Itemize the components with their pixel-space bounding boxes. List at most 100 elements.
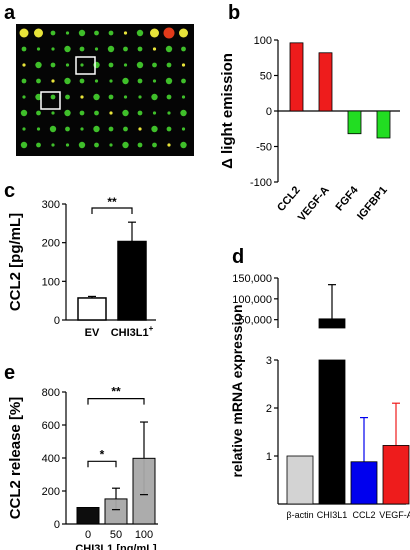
array-spot (19, 28, 29, 38)
x-axis-label: CHI3L1 [ng/mL] (75, 543, 157, 550)
y-tick-label: 0 (266, 106, 272, 118)
array-spot (167, 143, 171, 147)
array-spot (138, 127, 142, 131)
array-spot (50, 94, 56, 100)
array-spot (163, 27, 175, 39)
y-tick-label: 600 (42, 420, 60, 432)
y-tick-label: 200 (42, 486, 60, 498)
array-spot (109, 79, 113, 83)
array-spot (35, 93, 42, 101)
array-spot (167, 111, 171, 115)
protein-array-image (16, 24, 194, 156)
x-tick-label: CCL2 (275, 184, 303, 214)
array-spot (78, 29, 86, 37)
y-tick-label: 0 (54, 519, 60, 531)
bar-ccl2 (350, 461, 378, 505)
y-tick-label: 50 (260, 71, 272, 83)
significance-label: ** (107, 195, 117, 209)
array-spot (64, 45, 71, 53)
x-tick-label: 0 (85, 529, 91, 541)
chart-c-ccl2: 0 100 200 300 EV CHI3L1+ ** CCL2 [pg/mL] (7, 195, 156, 339)
array-spot (181, 78, 186, 84)
highlight-box-ccl2 (75, 56, 96, 75)
bar-chi3l1-lower (318, 359, 346, 505)
array-spot (65, 63, 70, 67)
array-spot (94, 47, 99, 51)
array-spot (80, 95, 84, 99)
array-spot (152, 79, 157, 83)
array-spot (51, 111, 55, 115)
array-spot (122, 109, 129, 117)
array-spot (108, 62, 114, 68)
array-spot (181, 95, 186, 99)
array-spot (108, 94, 114, 100)
array-spot (93, 125, 100, 133)
bar-fgf4 (347, 110, 362, 135)
y-tick-label: 100 (42, 276, 60, 288)
x-tick-label: IGFBP1 (355, 184, 390, 222)
array-spot (21, 46, 27, 52)
array-spot (123, 95, 128, 99)
array-spot (109, 143, 113, 147)
array-spot (151, 125, 158, 133)
array-spot (64, 109, 71, 117)
array-spot (180, 109, 187, 117)
array-spot (108, 126, 114, 132)
array-spot (166, 62, 172, 68)
array-spot (65, 143, 70, 147)
array-spot (79, 78, 85, 84)
array-spot (123, 126, 128, 132)
y-tick-label: 300 (42, 199, 60, 211)
array-spot (180, 141, 187, 149)
array-spot (138, 95, 142, 99)
array-spot (50, 62, 56, 68)
y-tick-label: 150,000 (232, 273, 272, 285)
array-spot (36, 127, 41, 131)
y-axis-label: CCL2 release [%] (7, 397, 24, 520)
array-spot (122, 77, 129, 85)
array-spot (65, 31, 70, 35)
y-tick-label: 200 (42, 238, 60, 250)
y-tick-label: 3 (266, 355, 272, 367)
array-spot (181, 46, 186, 52)
array-spot (20, 141, 28, 149)
bar-chi3l1-upper (318, 318, 346, 329)
array-spot (51, 79, 55, 83)
array-spot (80, 127, 84, 131)
bar-50 (104, 498, 128, 525)
array-spot (79, 110, 85, 116)
array-spot (165, 45, 173, 53)
y-axis-label: Δ light emission (219, 53, 236, 169)
chart-d-mrna-expression: 50,000 100,000 150,000 1 2 3 β-actin CHI3L1 CCL2… (229, 273, 410, 520)
array-spot (21, 78, 27, 84)
y-tick-label: -50 (256, 142, 272, 154)
array-spot (78, 141, 86, 149)
array-spot (109, 111, 113, 115)
panel-label-b: b (228, 2, 241, 24)
array-spot (22, 95, 26, 99)
array-spot (51, 143, 55, 147)
y-tick-label: 0 (54, 315, 60, 327)
array-background (16, 24, 194, 156)
y-tick-label: 100,000 (232, 294, 272, 306)
array-spot (181, 63, 186, 67)
array-spot (123, 63, 128, 67)
array-spot (107, 45, 115, 53)
array-spot (94, 142, 99, 148)
x-tick-label: CHI3L1 (317, 510, 348, 520)
array-spot (152, 47, 157, 51)
array-spot (35, 61, 42, 69)
array-spot (49, 125, 57, 133)
y-tick-label: -100 (250, 177, 272, 189)
array-spot (152, 111, 157, 115)
array-spot (79, 46, 85, 52)
array-spot (137, 142, 143, 148)
y-axis-label: relative mRNA expression (229, 305, 245, 478)
array-spot (122, 141, 129, 149)
bar-igfbp1 (376, 110, 391, 139)
array-spot (136, 29, 144, 37)
array-spot (20, 109, 28, 117)
significance-bracket (91, 207, 133, 214)
